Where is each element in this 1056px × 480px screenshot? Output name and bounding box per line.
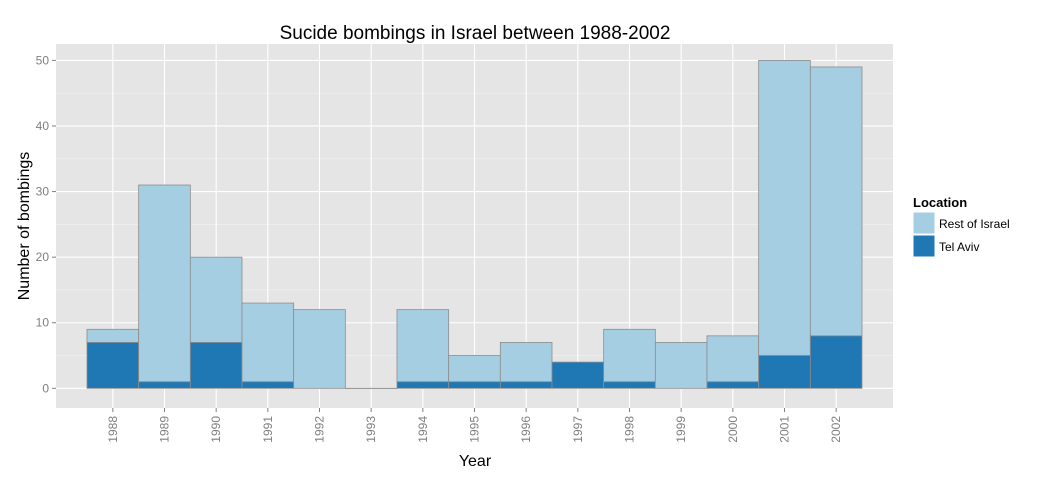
bar-rest-of-israel-1988 <box>86 328 140 343</box>
x-tick-label: 1993 <box>364 416 378 443</box>
bar-tel-aviv-1989 <box>138 381 191 389</box>
chart-title: Sucide bombings in Israel between 1988-2… <box>280 23 671 44</box>
bar-tel-aviv-1991 <box>241 381 295 389</box>
bar-rest-of-israel-2002 <box>809 66 863 337</box>
bar-tel-aviv-2002 <box>809 335 863 389</box>
bar-tel-aviv-2001 <box>758 355 811 389</box>
bar-tel-aviv-1998 <box>603 381 656 389</box>
bar-rest-of-israel-1999 <box>654 342 708 389</box>
bar-rest-of-israel-1995 <box>448 355 501 383</box>
x-tick-label: 2002 <box>829 416 843 443</box>
x-tick-label: 1998 <box>623 416 637 443</box>
y-tick-label: 20 <box>36 250 50 264</box>
bar-tel-aviv-1990 <box>189 342 243 389</box>
x-tick-label: 1989 <box>158 416 172 443</box>
y-tick-label: 10 <box>36 316 50 330</box>
bar-tel-aviv-1996 <box>499 381 553 389</box>
x-tick-label: 1992 <box>313 416 327 443</box>
x-tick-label: 1996 <box>519 416 533 443</box>
x-tick-label: 1990 <box>209 416 223 443</box>
legend-title: Location <box>913 195 967 210</box>
y-tick-label: 50 <box>36 53 50 67</box>
x-tick-label: 1995 <box>468 416 482 443</box>
x-tick-label: 2000 <box>726 416 740 443</box>
legend-items: Rest of Israel Tel Aviv <box>912 211 1010 258</box>
bar-tel-aviv-1988 <box>86 342 140 389</box>
x-axis-title: Year <box>459 453 492 470</box>
bar-rest-of-israel-2000 <box>706 335 760 383</box>
x-tick-label: 2001 <box>778 416 792 443</box>
bar-rest-of-israel-1996 <box>499 342 553 383</box>
bar-rest-of-israel-1998 <box>603 328 656 383</box>
y-axis-title: Number of bombings <box>16 152 33 301</box>
bar-rest-of-israel-1992 <box>293 309 346 389</box>
bar-rest-of-israel-1989 <box>138 184 191 383</box>
x-tick-label: 1994 <box>416 416 430 443</box>
x-tick-label: 1991 <box>261 416 275 443</box>
bar-rest-of-israel-1990 <box>189 256 243 343</box>
legend-swatch <box>912 211 936 235</box>
legend: Location Rest of Israel Tel Aviv <box>912 195 1010 258</box>
bar-rest-of-israel-2001 <box>758 59 811 356</box>
bars <box>86 59 863 389</box>
y-axis: 0 10 20 30 40 50 <box>36 53 56 395</box>
bar-tel-aviv-1995 <box>448 381 501 389</box>
y-tick-label: 30 <box>36 185 50 199</box>
legend-label: Tel Aviv <box>939 240 979 254</box>
bar-rest-of-israel-1991 <box>241 302 295 383</box>
x-tick-label: 1988 <box>106 416 120 443</box>
x-tick-label: 1997 <box>571 416 585 443</box>
x-axis: 1988 1989 1990 1991 1992 1993 1994 1995 1996 1997… <box>106 408 843 443</box>
y-tick-label: 40 <box>36 119 50 133</box>
x-tick-label: 1999 <box>674 416 688 443</box>
y-tick-label: 0 <box>42 381 49 395</box>
bar-rest-of-israel-1994 <box>396 309 450 383</box>
legend-label: Rest of Israel <box>939 217 1010 231</box>
bar-tel-aviv-1997 <box>551 361 605 389</box>
bar-tel-aviv-1994 <box>396 381 450 389</box>
bar-tel-aviv-2000 <box>706 381 760 389</box>
legend-swatch <box>912 234 936 258</box>
